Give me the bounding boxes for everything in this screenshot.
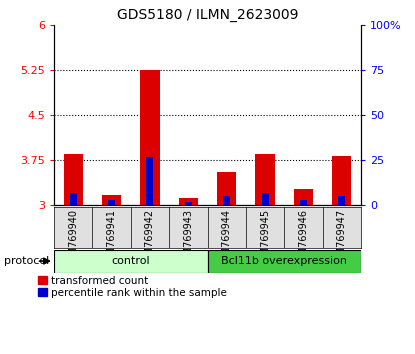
Bar xyxy=(208,250,361,273)
Bar xyxy=(140,70,159,205)
Bar xyxy=(223,196,230,205)
Text: GSM769942: GSM769942 xyxy=(145,209,155,268)
Text: control: control xyxy=(111,256,150,266)
Bar xyxy=(179,198,198,205)
Text: GSM769947: GSM769947 xyxy=(337,209,347,268)
Bar xyxy=(102,195,121,205)
Bar xyxy=(70,193,77,205)
Text: GSM769940: GSM769940 xyxy=(68,209,78,268)
Title: GDS5180 / ILMN_2623009: GDS5180 / ILMN_2623009 xyxy=(117,8,298,22)
Bar xyxy=(294,189,313,205)
Text: GSM769944: GSM769944 xyxy=(222,209,232,268)
Bar xyxy=(217,172,236,205)
Legend: transformed count, percentile rank within the sample: transformed count, percentile rank withi… xyxy=(39,276,227,298)
Bar xyxy=(256,154,275,205)
Text: GSM769945: GSM769945 xyxy=(260,209,270,268)
Text: GSM769946: GSM769946 xyxy=(298,209,308,268)
Text: GSM769941: GSM769941 xyxy=(107,209,117,268)
Bar xyxy=(338,196,345,205)
Bar xyxy=(108,200,115,205)
Bar xyxy=(63,154,83,205)
Text: Bcl11b overexpression: Bcl11b overexpression xyxy=(221,256,347,266)
Bar xyxy=(261,193,269,205)
Bar xyxy=(332,156,352,205)
Bar xyxy=(300,200,307,205)
Bar xyxy=(146,156,154,205)
Text: GSM769943: GSM769943 xyxy=(183,209,193,268)
Bar xyxy=(54,250,208,273)
Bar xyxy=(185,202,192,205)
Text: protocol: protocol xyxy=(4,256,49,266)
